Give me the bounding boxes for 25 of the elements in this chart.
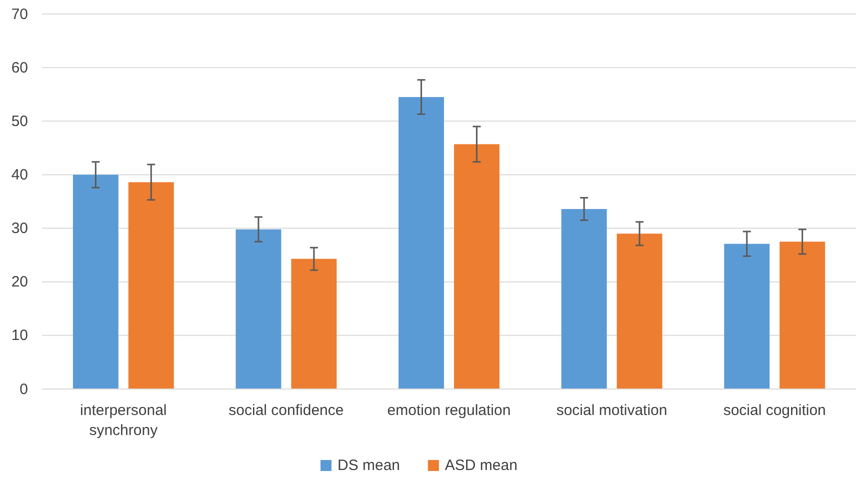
legend-label: ASD mean bbox=[444, 457, 518, 474]
bar bbox=[724, 244, 770, 389]
bar bbox=[561, 209, 607, 389]
bar bbox=[72, 174, 118, 389]
bar bbox=[780, 242, 826, 389]
y-tick-label: 20 bbox=[11, 274, 28, 291]
y-tick-label: 60 bbox=[11, 59, 28, 76]
x-tick-label: social motivation bbox=[556, 402, 668, 419]
x-tick-label: social confidence bbox=[228, 402, 344, 419]
bar bbox=[616, 234, 662, 389]
y-tick-label: 50 bbox=[11, 112, 28, 130]
x-tick-label: social cognition bbox=[723, 402, 826, 419]
legend-label: DS mean bbox=[338, 457, 400, 474]
y-tick-label: 70 bbox=[11, 6, 28, 23]
x-tick-label: interpersonal synchrony bbox=[80, 402, 167, 439]
y-tick-label: 0 bbox=[20, 380, 28, 398]
y-tick-label: 40 bbox=[11, 166, 28, 184]
x-tick-label: emotion regulation bbox=[387, 402, 511, 419]
bar bbox=[291, 258, 337, 389]
bar bbox=[398, 97, 444, 389]
bar bbox=[454, 144, 500, 389]
bar bbox=[236, 229, 282, 389]
y-tick-label: 30 bbox=[11, 220, 28, 238]
y-tick-label: 10 bbox=[11, 327, 28, 344]
bar bbox=[128, 182, 174, 389]
